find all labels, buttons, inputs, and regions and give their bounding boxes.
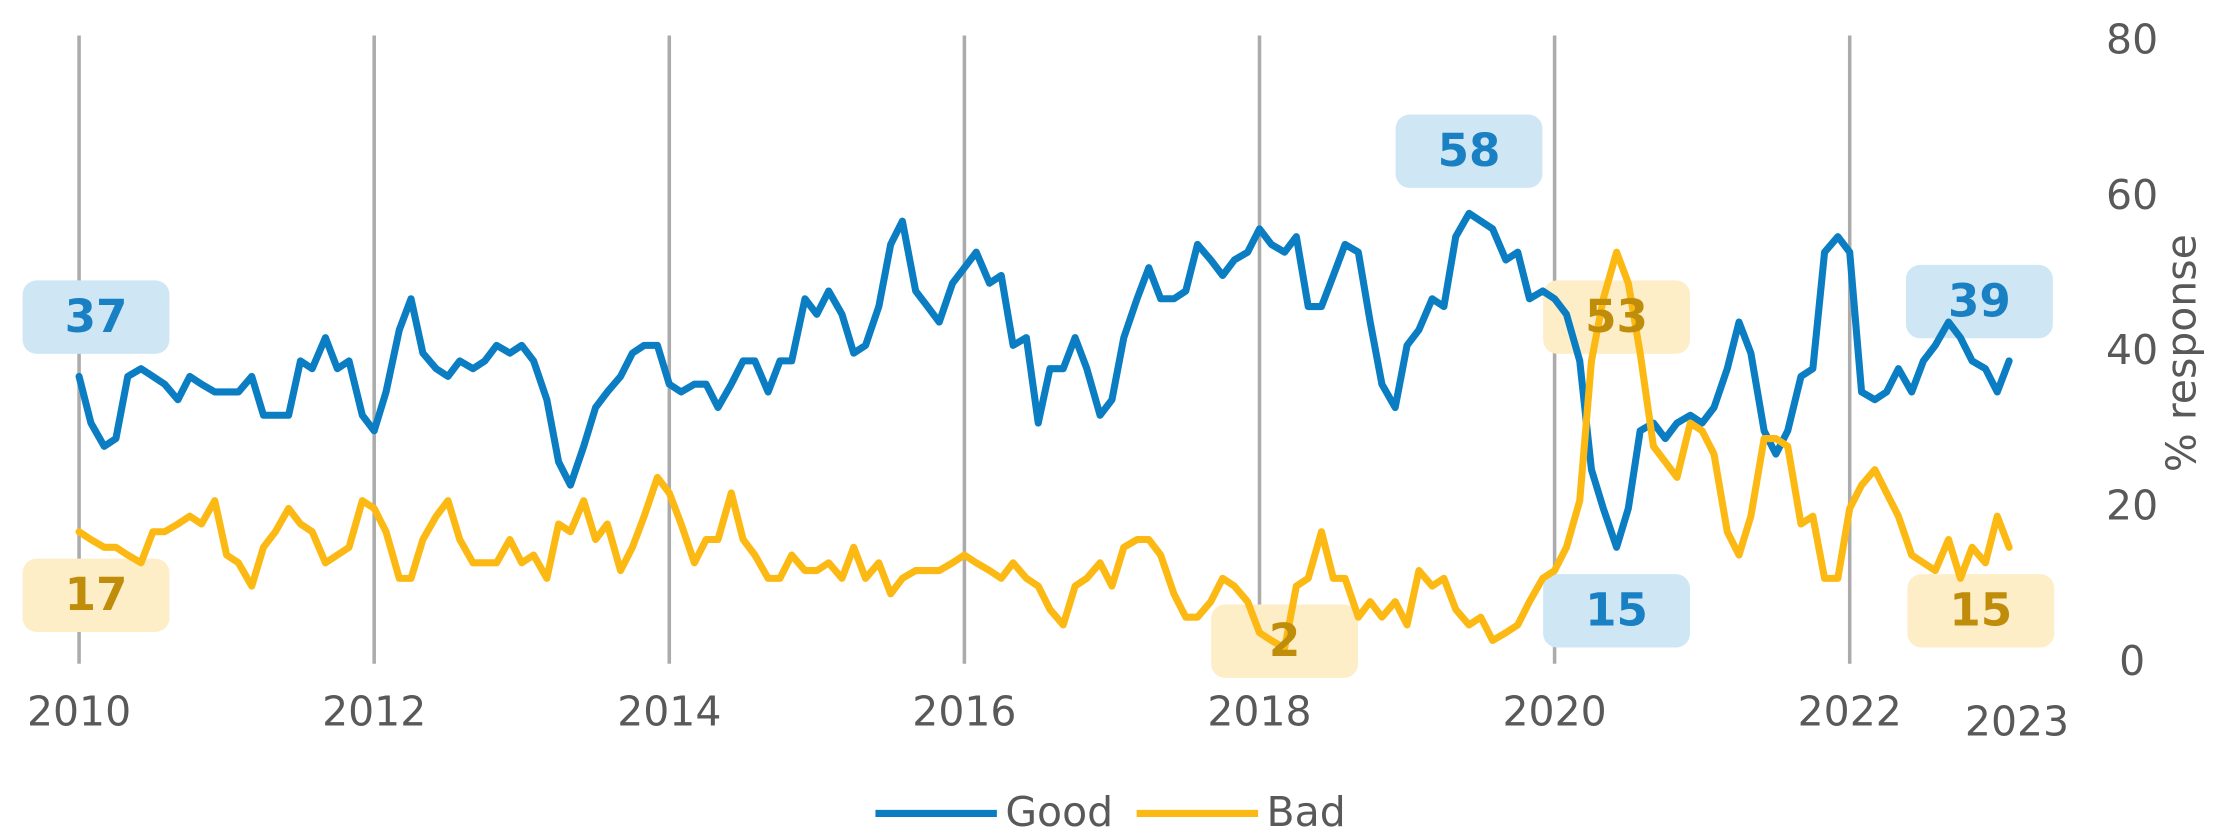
legend-label: Good <box>1005 788 1113 836</box>
callout-label: 17 <box>65 568 128 621</box>
callout-box <box>1905 264 2053 339</box>
y-tick-label: 20 <box>2106 481 2158 529</box>
callout-label: 58 <box>1438 124 1501 177</box>
callout-box <box>22 558 170 633</box>
y-tick-label: 80 <box>2106 15 2158 63</box>
callout-label: 37 <box>65 290 128 343</box>
x-tick-label: 2020 <box>1503 688 1607 736</box>
legend-label: Bad <box>1267 788 1346 836</box>
callout-label: 15 <box>1585 584 1648 637</box>
x-tick-label: 2010 <box>27 688 131 736</box>
x-tick-label: 2014 <box>617 688 721 736</box>
callout-label: 2 <box>1269 614 1300 667</box>
x-tick-label: 2022 <box>1798 688 1902 736</box>
line-series <box>75 248 2013 652</box>
callout-box <box>22 280 170 354</box>
x-tick-label: 2016 <box>912 688 1016 736</box>
x-tick-label: 2012 <box>322 688 426 736</box>
line-series <box>75 209 2013 551</box>
y-axis-label: % response <box>2157 234 2205 472</box>
y-tick-label: 40 <box>2106 326 2158 374</box>
y-tick-label: 60 <box>2106 171 2158 219</box>
callout-box <box>1907 574 2055 648</box>
callout-box <box>1395 114 1543 188</box>
y-tick-label: 0 <box>2119 637 2145 685</box>
callout-box <box>1543 280 1690 354</box>
callout-label: 15 <box>1949 584 2012 637</box>
callout-label: 39 <box>1948 274 2011 327</box>
callout-label: 53 <box>1585 290 1648 343</box>
x-tick-label: 2018 <box>1207 688 1311 736</box>
x-end-label: 2023 <box>1965 697 2069 745</box>
callout-box <box>1543 574 1690 648</box>
